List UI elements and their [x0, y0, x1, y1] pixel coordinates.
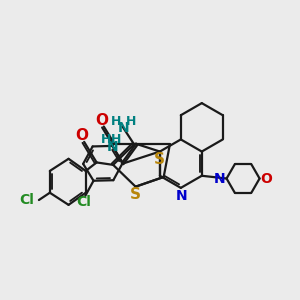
Text: H: H [110, 115, 121, 128]
Text: N: N [106, 140, 118, 154]
Text: N: N [118, 121, 130, 135]
Text: H: H [101, 133, 111, 146]
Text: Cl: Cl [19, 193, 34, 207]
Text: Cl: Cl [76, 195, 91, 209]
Text: H: H [111, 133, 122, 146]
Text: S: S [154, 152, 165, 167]
Text: O: O [260, 172, 272, 185]
Text: N: N [214, 172, 226, 185]
Text: S: S [130, 187, 141, 202]
Text: O: O [75, 128, 88, 143]
Text: N: N [176, 189, 187, 202]
Text: H: H [126, 115, 136, 128]
Text: O: O [95, 113, 108, 128]
